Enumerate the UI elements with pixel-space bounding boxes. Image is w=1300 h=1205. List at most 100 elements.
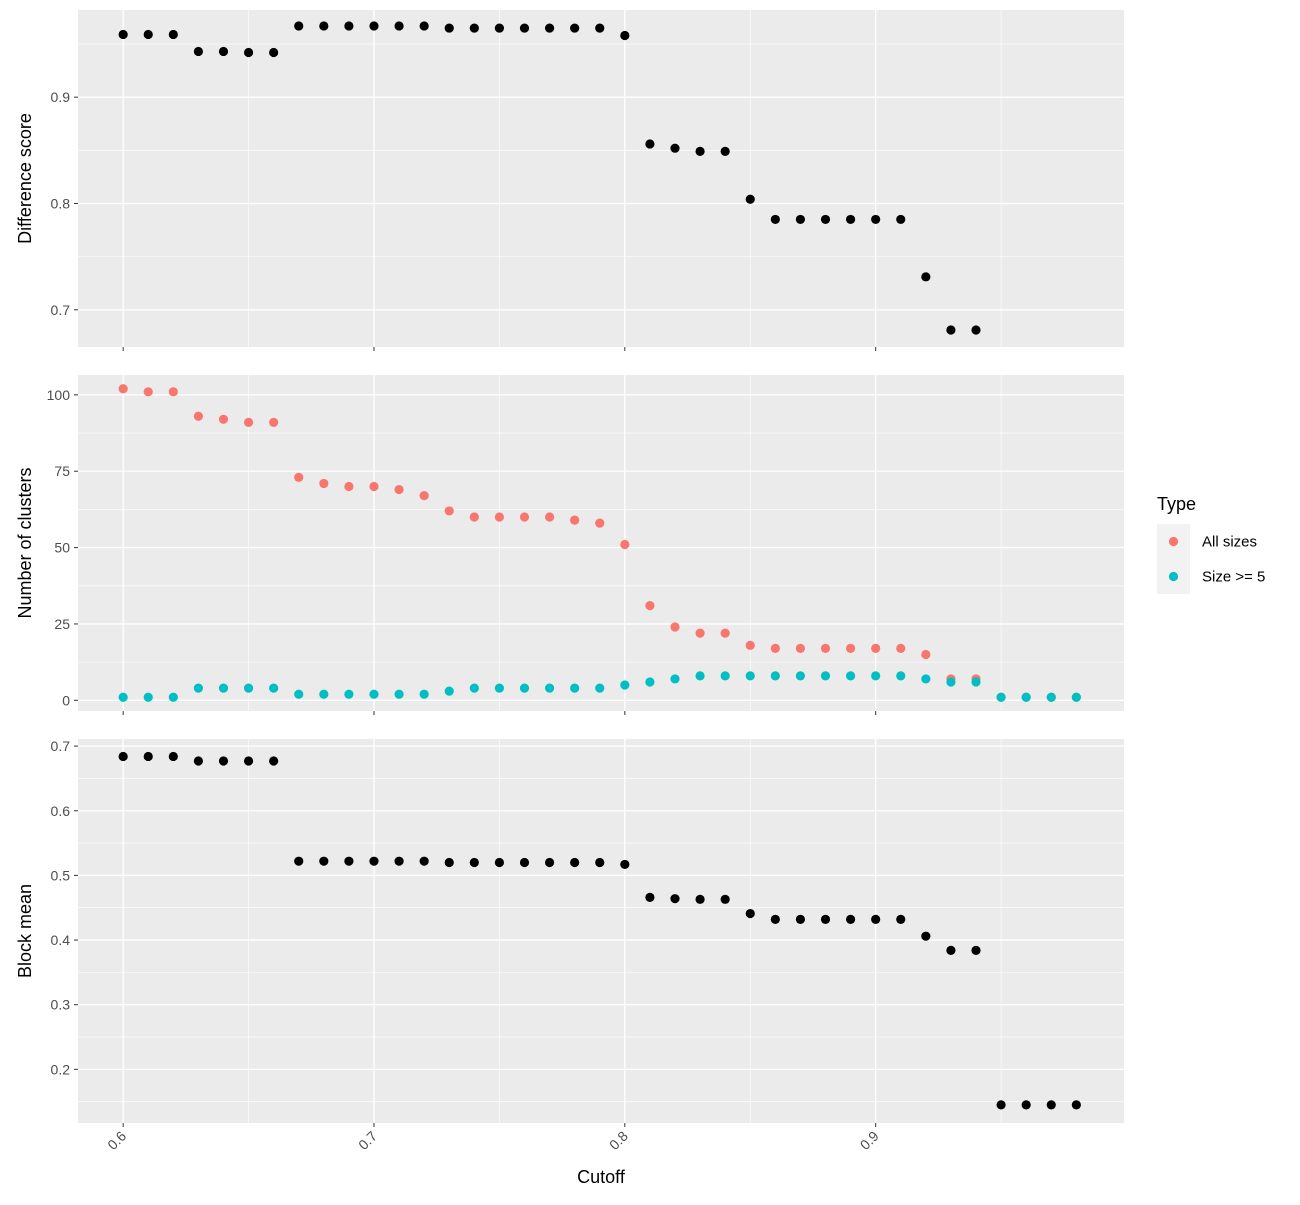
data-point <box>971 945 981 955</box>
data-point <box>394 689 404 699</box>
data-point <box>544 683 555 693</box>
data-point <box>494 683 505 693</box>
data-point <box>820 214 831 225</box>
data-point <box>218 46 229 57</box>
data-point <box>570 515 580 525</box>
y-axis-title: Number of clusters <box>15 467 35 618</box>
data-point <box>168 387 178 397</box>
data-point <box>519 512 530 522</box>
data-point <box>896 214 906 225</box>
data-point <box>168 29 178 40</box>
data-point <box>896 671 906 681</box>
data-point <box>143 751 153 762</box>
legend-title: Type <box>1157 494 1196 514</box>
data-point <box>1046 692 1056 702</box>
data-point <box>394 856 404 866</box>
data-point <box>1071 692 1081 702</box>
data-point <box>820 643 831 653</box>
data-point <box>795 914 806 924</box>
data-point <box>394 21 404 31</box>
data-point <box>770 671 780 681</box>
data-point <box>845 643 856 653</box>
data-point <box>570 23 580 33</box>
panel-1: 0.7 0.8 0.9 Difference score <box>15 10 1124 351</box>
data-point <box>243 417 254 427</box>
data-point <box>118 751 128 762</box>
data-point <box>1071 1100 1081 1110</box>
data-point <box>419 491 429 501</box>
data-point <box>720 146 730 156</box>
data-point <box>319 21 329 31</box>
y-tick-label: 75 <box>54 463 70 479</box>
series-1 <box>118 21 981 335</box>
y-tick-label: 0 <box>62 692 70 708</box>
x-axis-title: Cutoff <box>577 1167 626 1187</box>
data-point <box>795 643 806 653</box>
data-point <box>745 908 755 919</box>
data-point <box>921 272 931 282</box>
x-tick-label: 0.7 <box>355 1128 380 1153</box>
x-tick-label: 0.9 <box>857 1128 882 1153</box>
legend-key-background <box>1157 524 1190 594</box>
data-point <box>218 756 229 766</box>
data-point <box>294 856 304 866</box>
y-tick-label: 0.7 <box>51 302 71 318</box>
series-size-5 <box>118 671 1081 702</box>
data-point <box>820 914 831 924</box>
data-point <box>494 23 505 33</box>
y-tick-label: 0.9 <box>51 89 71 105</box>
data-point <box>243 683 254 693</box>
data-point <box>419 21 429 31</box>
data-point <box>695 628 705 638</box>
data-point <box>770 643 780 653</box>
data-point <box>469 512 479 522</box>
data-point <box>595 518 605 528</box>
data-point <box>1021 1100 1031 1110</box>
y-tick-label: 100 <box>47 387 71 403</box>
data-point <box>720 894 730 904</box>
data-point <box>871 214 881 225</box>
data-point <box>118 29 128 40</box>
data-point <box>795 671 806 681</box>
x-tick-label: 0.8 <box>606 1128 631 1153</box>
data-point <box>670 674 680 684</box>
data-point <box>269 683 279 693</box>
data-point <box>896 643 906 653</box>
data-point <box>344 21 354 31</box>
legend-entry-label: All sizes <box>1202 534 1257 551</box>
data-point <box>193 46 204 57</box>
data-point <box>620 30 630 41</box>
data-point <box>369 21 379 31</box>
data-point <box>519 857 530 868</box>
legend: Type All sizes Size >= 5 <box>1157 494 1265 594</box>
data-point <box>1046 1100 1056 1110</box>
data-point <box>896 914 906 924</box>
data-point <box>193 411 204 421</box>
data-point <box>845 214 856 225</box>
data-point <box>344 856 354 866</box>
data-point <box>294 472 304 482</box>
data-point <box>444 23 454 33</box>
data-point <box>645 892 655 902</box>
legend-key-marker <box>1168 536 1179 547</box>
data-point <box>996 692 1006 702</box>
data-point <box>469 683 479 693</box>
data-point <box>595 23 605 33</box>
data-point <box>871 671 881 681</box>
data-point <box>996 1100 1006 1110</box>
data-point <box>845 671 856 681</box>
data-point <box>469 857 479 868</box>
data-point <box>645 601 655 611</box>
data-point <box>620 680 630 690</box>
data-point <box>369 689 379 699</box>
y-tick-label: 0.6 <box>51 803 71 819</box>
data-point <box>544 23 555 33</box>
y-tick-label: 0.2 <box>51 1061 71 1077</box>
data-point <box>745 640 755 650</box>
data-point <box>720 628 730 638</box>
data-point <box>1021 692 1031 702</box>
y-tick-label: 0.3 <box>51 997 71 1013</box>
data-point <box>871 643 881 653</box>
